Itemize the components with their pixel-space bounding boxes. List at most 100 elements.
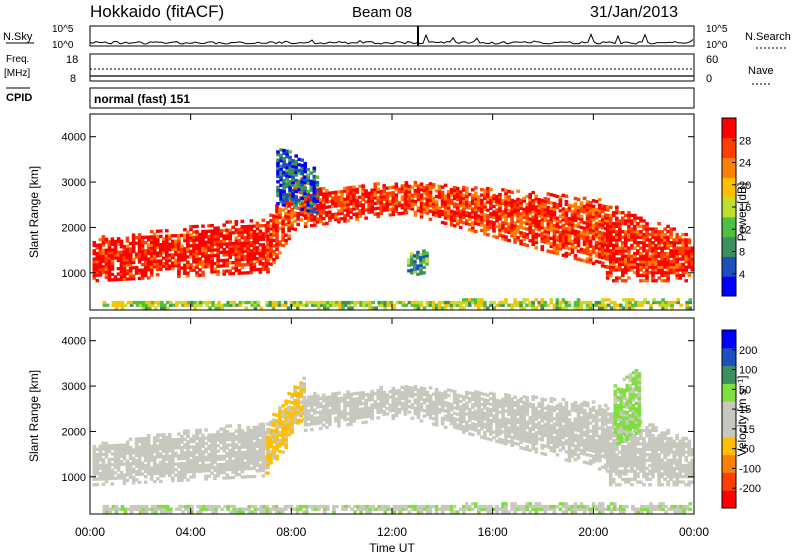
power-cell — [440, 185, 445, 189]
velocity-cell — [425, 409, 430, 414]
velocity-cell — [306, 412, 311, 416]
power-cell — [663, 271, 667, 275]
power-cell — [394, 185, 399, 189]
velocity-cell — [316, 410, 320, 414]
power-cell — [582, 259, 587, 263]
power-cell — [269, 251, 273, 255]
power-cell — [119, 269, 124, 273]
power-cell — [628, 303, 632, 307]
power-cell — [141, 300, 146, 305]
power-cell — [195, 271, 199, 275]
power-cell — [458, 193, 463, 197]
power-cell — [633, 265, 637, 269]
power-cell — [591, 218, 596, 222]
power-cell — [585, 303, 590, 307]
velocity-cell — [458, 405, 463, 409]
velocity-cell — [201, 450, 205, 454]
velocity-cell — [465, 423, 469, 427]
power-cell — [235, 303, 240, 307]
power-cell — [486, 233, 490, 237]
power-cell — [685, 306, 689, 310]
power-cell — [134, 241, 139, 245]
power-cell — [113, 275, 118, 279]
velocity-cell — [468, 407, 472, 411]
power-cell — [204, 243, 208, 247]
velocity-cell — [422, 390, 427, 394]
power-cell — [222, 234, 226, 238]
velocity-cell — [246, 445, 251, 449]
power-cell — [183, 263, 187, 267]
velocity-cell — [165, 463, 169, 467]
power-cell — [340, 189, 344, 194]
power-cell — [277, 300, 282, 305]
power-cell — [303, 161, 307, 166]
power-cell — [168, 248, 172, 252]
power-cell — [654, 279, 658, 283]
velocity-cell — [149, 466, 154, 470]
power-cell — [240, 244, 245, 248]
velocity-cell — [237, 459, 242, 463]
power-cell — [585, 211, 590, 215]
power-cell — [510, 198, 514, 203]
power-cell — [462, 196, 466, 200]
power-cell — [663, 251, 667, 256]
velocity-cell — [449, 419, 454, 423]
power-cell — [400, 203, 405, 207]
power-cell — [361, 189, 365, 193]
power-cell — [222, 269, 226, 273]
power-cell — [504, 216, 508, 220]
power-cell — [558, 201, 563, 205]
power-cell — [168, 267, 172, 271]
power-cell — [261, 232, 266, 236]
power-cell — [452, 218, 457, 222]
power-cell — [385, 208, 390, 212]
velocity-cell — [413, 412, 418, 416]
velocity-cell — [162, 433, 166, 437]
power-cell — [462, 210, 466, 214]
power-cell — [452, 205, 457, 209]
power-cell — [582, 251, 587, 255]
velocity-cell — [425, 407, 430, 411]
power-cell — [600, 253, 605, 257]
velocity-cell — [290, 422, 294, 426]
power-cell — [287, 193, 291, 197]
power-cell — [207, 224, 211, 228]
power-cell — [196, 300, 200, 305]
power-cell — [389, 300, 394, 305]
velocity-cell — [440, 408, 445, 412]
power-cell — [403, 197, 408, 201]
power-cell — [489, 204, 493, 208]
velocity-cell — [107, 474, 112, 478]
power-cell — [279, 156, 283, 160]
power-cell — [195, 243, 199, 248]
velocity-cell — [290, 420, 294, 424]
power-cell — [398, 300, 403, 305]
velocity-cell — [255, 455, 260, 459]
power-cell — [597, 208, 602, 213]
power-cell — [648, 246, 652, 250]
velocity-cell — [101, 471, 106, 476]
velocity-cell — [159, 463, 163, 467]
power-cell — [272, 244, 276, 248]
power-cell — [422, 265, 426, 270]
velocity-cell — [413, 387, 418, 391]
power-cell — [368, 306, 372, 310]
power-cell — [612, 254, 616, 258]
velocity-cell — [222, 438, 226, 442]
power-cell — [252, 232, 257, 236]
power-cell — [588, 260, 593, 265]
velocity-cell — [293, 415, 297, 419]
power-cell — [228, 255, 232, 259]
velocity-cell — [416, 407, 421, 411]
power-cell — [486, 214, 490, 218]
velocity-cell — [313, 394, 317, 399]
velocity-cell — [177, 440, 181, 444]
power-cell — [334, 217, 338, 222]
velocity-cell — [431, 392, 436, 396]
velocity-cell — [310, 395, 314, 399]
velocity-cell — [391, 408, 396, 412]
power-cell — [234, 241, 239, 246]
power-cell — [104, 275, 109, 280]
power-cell — [606, 303, 611, 307]
power-cell — [370, 199, 374, 203]
